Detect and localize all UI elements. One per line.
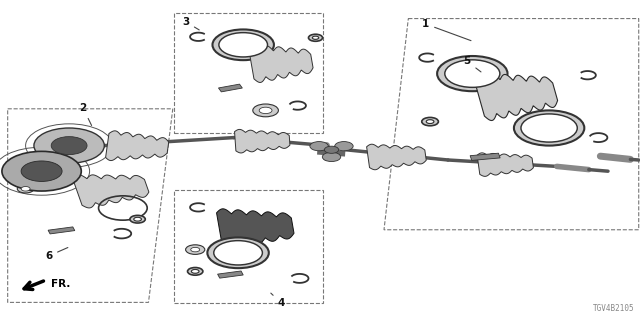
Bar <box>174 13 323 133</box>
Circle shape <box>186 245 205 254</box>
Circle shape <box>308 34 323 41</box>
Circle shape <box>214 241 262 265</box>
Circle shape <box>437 56 508 91</box>
Circle shape <box>514 110 584 146</box>
Polygon shape <box>367 144 426 170</box>
Circle shape <box>134 217 141 221</box>
Circle shape <box>51 137 87 155</box>
Text: 4: 4 <box>271 293 285 308</box>
Circle shape <box>191 269 199 273</box>
Circle shape <box>422 117 438 126</box>
Circle shape <box>17 185 34 193</box>
Text: FR.: FR. <box>51 279 70 289</box>
Circle shape <box>191 247 200 252</box>
Circle shape <box>130 215 145 223</box>
Text: 5: 5 <box>463 56 481 72</box>
Circle shape <box>21 161 62 181</box>
Circle shape <box>21 187 30 191</box>
Circle shape <box>310 141 328 151</box>
Circle shape <box>2 151 81 191</box>
Circle shape <box>188 268 203 275</box>
Circle shape <box>212 29 274 60</box>
Circle shape <box>219 33 268 57</box>
Polygon shape <box>477 153 533 176</box>
Circle shape <box>324 146 339 153</box>
Polygon shape <box>249 44 313 83</box>
Bar <box>174 190 323 303</box>
Circle shape <box>207 237 269 268</box>
Circle shape <box>323 152 340 162</box>
Circle shape <box>521 114 577 142</box>
Polygon shape <box>218 271 243 278</box>
Polygon shape <box>234 129 290 153</box>
Polygon shape <box>72 175 149 208</box>
Polygon shape <box>216 209 294 248</box>
Text: 1: 1 <box>422 19 471 41</box>
Circle shape <box>253 104 278 117</box>
Circle shape <box>445 60 500 87</box>
Polygon shape <box>470 153 500 160</box>
Polygon shape <box>48 227 75 234</box>
Polygon shape <box>218 84 243 92</box>
Text: 3: 3 <box>182 17 199 30</box>
Circle shape <box>259 107 272 114</box>
Text: 2: 2 <box>79 103 92 125</box>
Circle shape <box>312 36 319 39</box>
Text: 6: 6 <box>45 248 68 261</box>
Circle shape <box>426 120 434 124</box>
Polygon shape <box>474 73 557 121</box>
Text: TGV4B2105: TGV4B2105 <box>593 304 635 313</box>
Polygon shape <box>106 131 169 161</box>
Circle shape <box>34 128 104 163</box>
Circle shape <box>335 141 353 151</box>
